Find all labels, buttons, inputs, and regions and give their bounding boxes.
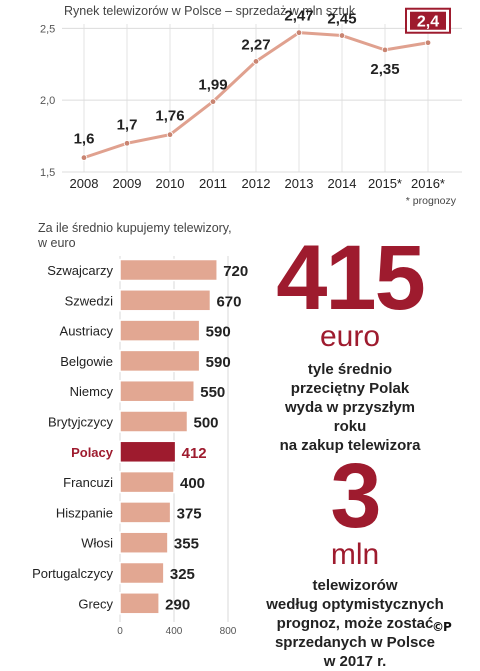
bar-chart-category-label: Portugalczycy xyxy=(32,566,113,581)
line-chart-point xyxy=(252,58,260,65)
bar-chart-bar xyxy=(119,531,169,554)
line-chart-ytick: 2,0 xyxy=(40,95,55,107)
line-chart-point xyxy=(123,140,131,147)
stat-sales-number: 3 xyxy=(330,445,381,547)
line-chart-data-label: 1,7 xyxy=(117,116,138,133)
bar-chart-category-label: Austriacy xyxy=(60,324,114,339)
bar-chart-bar xyxy=(119,410,189,433)
line-chart-point xyxy=(338,32,346,39)
line-chart-point xyxy=(209,98,217,105)
bar-chart-data-label: 720 xyxy=(223,263,248,280)
bar-chart-category-label: Szwajcarzy xyxy=(47,263,113,278)
bar-chart-category-label: Francuzi xyxy=(63,475,113,490)
bar-chart-category-label: Niemcy xyxy=(70,384,114,399)
bar-chart-bar xyxy=(119,592,160,615)
stat-sales-caption-line: w 2017 r. xyxy=(323,653,387,670)
bar-chart-category-label: Grecy xyxy=(78,596,113,611)
stat-sales-caption-line: według optymistycznych xyxy=(266,596,444,613)
bar-chart-bar xyxy=(119,349,201,373)
bar-chart-category-label: Włosi xyxy=(81,536,113,551)
line-chart-xtick: 2013 xyxy=(285,176,314,191)
bar-chart-xtick: 800 xyxy=(220,626,237,637)
line-chart-data-label: 1,99 xyxy=(198,77,227,94)
line-chart-point xyxy=(424,39,432,46)
stat-sales-caption-line: sprzedanych w Polsce xyxy=(274,634,436,651)
bar-chart-data-label: 590 xyxy=(206,354,231,371)
bar-chart-data-label: 590 xyxy=(206,324,231,341)
line-chart-xtick: 2014 xyxy=(328,176,357,191)
line-chart-xtick: 2016* xyxy=(411,176,445,191)
publisher-logo: ©P xyxy=(432,620,452,634)
line-chart-data-label: 2,45 xyxy=(327,11,356,28)
line-chart-point xyxy=(166,131,174,138)
bar-chart-data-label: 325 xyxy=(170,566,195,583)
stat-price-caption: tyle średnio przeciętny Polak wyda w prz… xyxy=(270,360,430,455)
line-chart-xtick: 2009 xyxy=(113,176,142,191)
bar-chart-category-label: Polacy xyxy=(71,445,114,460)
line-chart-data-label: 1,6 xyxy=(74,131,95,148)
bar-chart-bar xyxy=(119,319,201,342)
line-chart-point xyxy=(80,154,88,161)
line-chart-xtick: 2008 xyxy=(70,176,99,191)
line-chart-xtick: 2011 xyxy=(199,176,227,191)
bar-chart-data-label: 550 xyxy=(200,384,225,401)
stat-price-number: 415 xyxy=(276,227,426,329)
bar-chart-bar xyxy=(119,470,175,494)
line-chart-point xyxy=(295,29,303,36)
stat-price-block: 415 euro tyle średnio przeciętny Polak w… xyxy=(270,232,430,455)
bar-chart-category-label: Hiszpanie xyxy=(56,505,113,520)
bar-chart-title: Za ile średnio kupujemy telewizory, xyxy=(38,221,232,235)
bar-chart-bar xyxy=(119,379,195,403)
stat-price-caption-line: wyda w przyszłym roku xyxy=(284,399,416,435)
line-chart-highlight-fill xyxy=(410,11,446,30)
bar-chart-data-label: 355 xyxy=(174,536,199,553)
stat-sales-caption-line: telewizorów xyxy=(312,577,398,594)
bar-chart-data-label: 400 xyxy=(180,475,205,492)
line-chart-data-label: 2,47 xyxy=(284,8,313,25)
bar-chart-category-label: Belgowie xyxy=(60,354,113,369)
line-chart-data-label: 2,4 xyxy=(417,14,439,31)
bar-chart-data-label: 670 xyxy=(216,293,241,310)
line-chart-data-label: 2,27 xyxy=(241,36,270,53)
line-chart-title: Rynek telewizorów w Polsce – sprzedaż w … xyxy=(64,4,356,18)
tv-market-infographic: Rynek telewizorów w Polsce – sprzedaż w … xyxy=(32,4,462,637)
bar-chart-bar xyxy=(119,561,165,585)
stat-sales-caption-line: prognoz, może zostać xyxy=(276,615,434,632)
line-chart-ytick: 2,5 xyxy=(40,23,55,35)
stat-price-caption-line: przeciętny Polak xyxy=(290,380,410,397)
bar-chart-xtick: 0 xyxy=(117,626,123,637)
stat-sales-block: 3 mln telewizorów według optymistycznych… xyxy=(230,450,480,671)
bar-chart-data-label: 290 xyxy=(165,596,190,613)
bar-chart-xtick: 400 xyxy=(166,626,183,637)
bar-chart-category-label: Brytyjczycy xyxy=(48,415,114,430)
stat-price-caption-line: tyle średnio xyxy=(307,361,393,378)
bar-chart-category-label: Szwedzi xyxy=(65,293,114,308)
line-chart-xtick: 2010 xyxy=(156,176,185,191)
bar-chart-subtitle: w euro xyxy=(37,236,76,250)
line-chart-data-label: 1,76 xyxy=(155,108,184,125)
bar-chart-bar xyxy=(119,289,212,312)
stat-price-unit: euro xyxy=(319,320,381,353)
line-chart-footnote: * prognozy xyxy=(406,195,457,207)
bar-chart-bar xyxy=(119,501,172,524)
bar-chart-data-label: 500 xyxy=(194,415,219,432)
stat-sales-unit: mln xyxy=(330,538,380,571)
line-chart-data-label: 2,35 xyxy=(370,61,399,78)
bar-chart-bar xyxy=(119,258,218,282)
bar-chart-data-label: 375 xyxy=(177,505,202,522)
stat-price-caption-line: na zakup telewizora xyxy=(279,437,421,454)
line-chart-xtick: 2015* xyxy=(368,176,402,191)
line-chart-point xyxy=(381,46,389,54)
line-chart-xtick: 2012 xyxy=(242,176,271,191)
bar-chart-data-label: 412 xyxy=(182,445,207,462)
bar-chart-bar xyxy=(119,440,177,464)
line-chart-ytick: 1,5 xyxy=(40,167,55,179)
